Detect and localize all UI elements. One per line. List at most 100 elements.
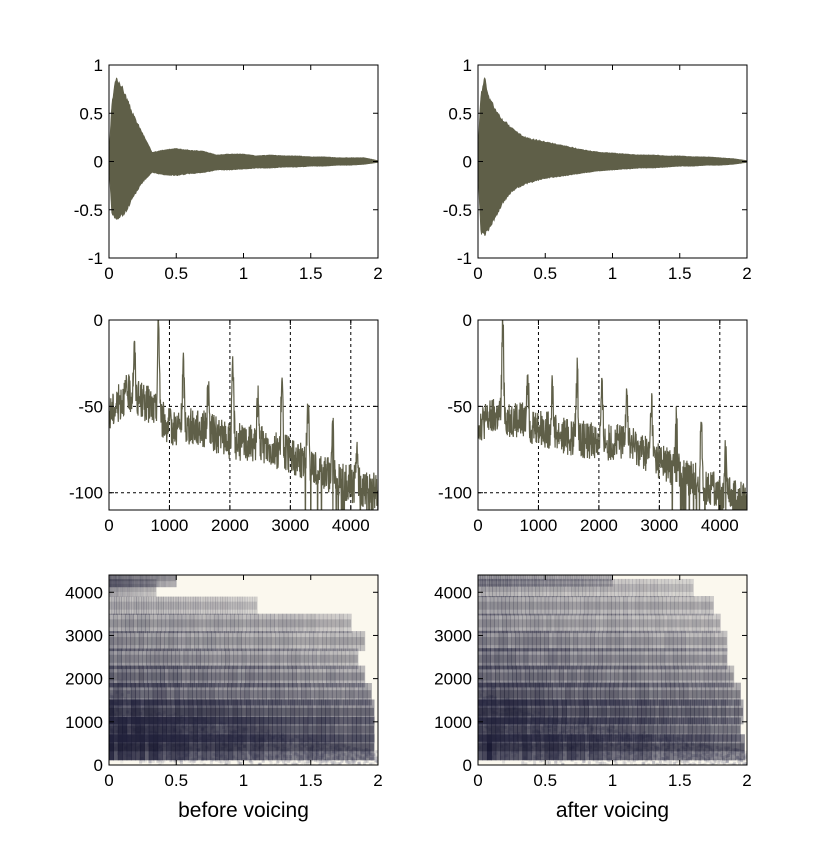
harmonic-band-segment [605, 575, 609, 587]
harmonic-band-segment [241, 699, 247, 725]
y-tick-label: 0 [94, 756, 103, 775]
harmonic-band-segment [197, 734, 203, 761]
harmonic-band-segment [542, 578, 547, 598]
harmonic-band-segment [166, 716, 172, 743]
harmonic-band-segment [241, 716, 247, 743]
y-tick-label: 2000 [65, 670, 103, 689]
harmonic-band-segment [153, 579, 156, 597]
harmonic-band-segment [158, 648, 164, 670]
harmonic-band-segment [126, 716, 132, 743]
harmonic-band-segment [486, 630, 491, 652]
harmonic-band-segment [596, 717, 601, 742]
harmonic-band-segment [237, 648, 243, 670]
harmonic-band-segment [197, 596, 201, 615]
harmonic-band-segment [610, 699, 616, 725]
harmonic-band-segment [648, 648, 653, 670]
harmonic-band-segment [245, 665, 251, 688]
harmonic-band-segment [707, 699, 713, 725]
harmonic-band-segment [146, 648, 151, 670]
harmonic-band-segment [729, 665, 735, 688]
harmonic-band-segment [718, 648, 724, 670]
harmonic-band-segment [522, 613, 527, 634]
y-tick-label: -1 [88, 249, 103, 268]
harmonic-band-segment [177, 613, 183, 634]
harmonic-band-segment [548, 699, 554, 725]
y-tick-label: 3000 [434, 626, 472, 645]
harmonic-band-segment [722, 682, 728, 706]
harmonic-band-segment [307, 716, 313, 743]
harmonic-band-segment [170, 734, 176, 761]
harmonic-band-segment [531, 575, 535, 587]
harmonic-band-segment [682, 578, 687, 598]
harmonic-band-segment [258, 665, 263, 688]
harmonic-band-segment [257, 683, 263, 706]
harmonic-band-segment [208, 648, 214, 670]
harmonic-band-segment [174, 575, 176, 588]
harmonic-band-segment [689, 648, 695, 670]
harmonic-band-segment [569, 717, 575, 742]
harmonic-band-segment [133, 613, 138, 634]
harmonic-band-segment [122, 699, 128, 725]
harmonic-band-segment [574, 578, 579, 598]
harmonic-band-segment [502, 575, 506, 587]
harmonic-band-segment [495, 699, 501, 725]
harmonic-band-segment [179, 648, 185, 670]
y-tick-label: -50 [447, 397, 472, 416]
harmonic-band-segment [593, 734, 599, 761]
harmonic-band-segment [655, 734, 661, 761]
harmonic-band-segment [553, 734, 559, 761]
harmonic-band-segment [138, 596, 142, 615]
harmonic-band-segment [708, 613, 713, 634]
harmonic-band-segment [343, 613, 348, 634]
x-axis-label: before voicing [178, 799, 309, 822]
harmonic-band-segment [349, 683, 355, 706]
harmonic-band-segment [241, 734, 247, 761]
harmonic-band-segment [661, 717, 667, 742]
harmonic-band-segment [595, 613, 600, 634]
harmonic-band-segment [113, 699, 119, 725]
harmonic-band-segment [148, 575, 150, 588]
harmonic-band-segment [668, 734, 674, 761]
harmonic-band-segment [646, 596, 652, 616]
harmonic-band-segment [501, 596, 506, 616]
harmonic-band-segment [215, 596, 219, 615]
harmonic-band-segment [259, 716, 265, 743]
harmonic-band-segment [351, 734, 357, 761]
harmonic-band-segment [219, 631, 225, 652]
harmonic-band-segment [316, 734, 322, 761]
x-tick-label: 0.5 [164, 771, 188, 790]
harmonic-band-segment [716, 699, 722, 725]
harmonic-band-segment [561, 682, 567, 706]
harmonic-band-segment [581, 630, 587, 652]
harmonic-band-segment [120, 579, 123, 597]
harmonic-band-segment [679, 613, 685, 634]
harmonic-band-segment [153, 734, 159, 761]
harmonic-band-segment [735, 717, 741, 742]
harmonic-band-segment [160, 596, 164, 615]
harmonic-band-segment [499, 717, 505, 742]
harmonic-band-segment [576, 665, 581, 688]
harmonic-band-segment [493, 575, 497, 587]
harmonic-band-segment [547, 575, 551, 587]
harmonic-band-segment [164, 665, 170, 688]
harmonic-band-segment [325, 734, 331, 761]
harmonic-band-segment [714, 717, 719, 742]
y-tick-label: -0.5 [74, 201, 103, 220]
harmonic-band-segment [575, 699, 581, 725]
harmonic-band-segment [147, 579, 149, 597]
harmonic-band-segment [643, 630, 649, 652]
harmonic-band-segment [682, 665, 688, 688]
harmonic-band-segment [183, 648, 189, 670]
harmonic-band-segment [482, 717, 488, 742]
harmonic-band-segment [126, 665, 131, 688]
harmonic-band-segment [664, 578, 669, 598]
harmonic-band-segment [119, 575, 121, 588]
harmonic-band-segment [554, 575, 557, 587]
harmonic-band-segment [585, 578, 590, 598]
x-tick-label: 0 [473, 264, 482, 283]
harmonic-band-segment [133, 579, 135, 597]
harmonic-band-segment [121, 648, 127, 670]
harmonic-band-segment [486, 665, 492, 688]
harmonic-band-segment [314, 613, 320, 634]
harmonic-band-segment [718, 717, 724, 742]
